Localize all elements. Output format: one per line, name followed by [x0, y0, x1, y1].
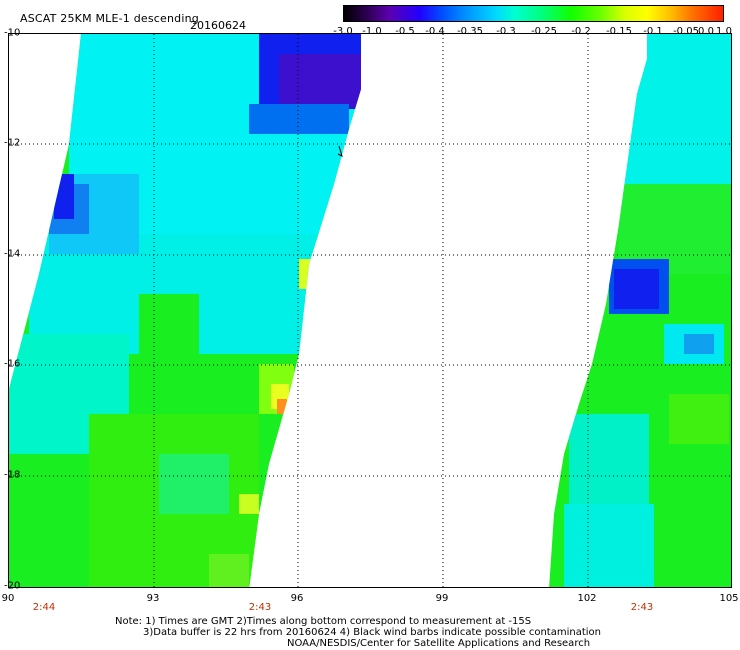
colorbar-label: -0.1 — [643, 26, 663, 37]
colorbar-label: -0.25 — [531, 26, 557, 37]
lat-label: -18 — [4, 469, 21, 481]
map-panel — [8, 33, 732, 588]
colorbar-label: -3.0 — [333, 26, 353, 37]
colorbar — [343, 5, 724, 22]
time-label: 2:43 — [248, 602, 272, 613]
note-line-2: 3)Data buffer is 22 hrs from 20160624 4)… — [143, 627, 601, 638]
swath-field — [9, 34, 731, 587]
colorbar-label: -0.3 — [496, 26, 516, 37]
time-label: 2:44 — [32, 602, 56, 613]
lon-label: 93 — [146, 593, 160, 604]
lat-lon-grid — [9, 34, 731, 587]
lon-label: 102 — [577, 593, 597, 604]
colorbar-label: -0.4 — [425, 26, 445, 37]
time-label: 2:43 — [630, 602, 654, 613]
colorbar-label: 1.0 — [716, 26, 732, 37]
colorbar-labels: -3.0 -1.0 -0.5 -0.4 -0.35 -0.3 -0.25 -0.… — [330, 26, 740, 38]
colorbar-label: 0.0 — [698, 26, 714, 37]
lon-label: 96 — [290, 593, 304, 604]
lon-label: 105 — [719, 593, 739, 604]
map-date: 20160624 — [190, 19, 246, 32]
lon-label: 90 — [1, 593, 15, 604]
map-title: ASCAT 25KM MLE-1 descending — [20, 12, 199, 25]
note-line-1: Note: 1) Times are GMT 2)Times along bot… — [115, 616, 532, 627]
colorbar-label: -0.05 — [673, 26, 699, 37]
colorbar-label: -0.5 — [395, 26, 415, 37]
lat-label: -10 — [4, 27, 21, 39]
colorbar-label: -0.35 — [457, 26, 483, 37]
colorbar-label: -1.0 — [362, 26, 382, 37]
lat-label: -16 — [4, 358, 21, 370]
lon-label: 99 — [435, 593, 449, 604]
colorbar-label: -0.2 — [571, 26, 591, 37]
lat-label: -14 — [4, 248, 21, 260]
colorbar-label: -0.15 — [606, 26, 632, 37]
note-line-3: NOAA/NESDIS/Center for Satellite Applica… — [287, 638, 591, 649]
wind-barb-icon — [337, 145, 343, 157]
lat-label: -20 — [4, 580, 21, 592]
lat-label: -12 — [4, 137, 21, 149]
